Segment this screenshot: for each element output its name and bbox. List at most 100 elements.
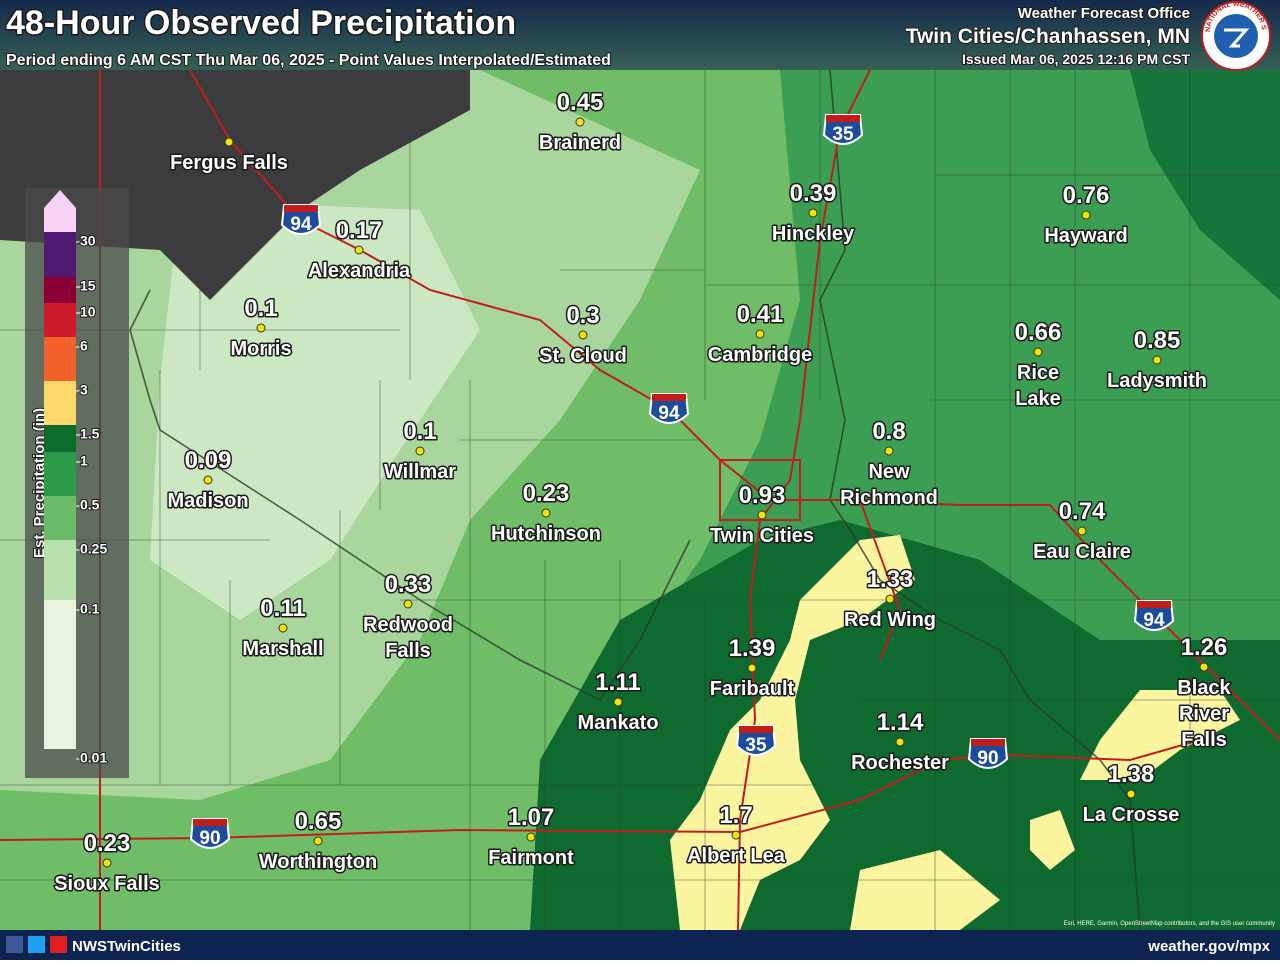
facebook-icon[interactable] [6, 936, 23, 953]
office-name: Twin Cities/Chanhassen, MN [906, 25, 1190, 48]
city-name: Sioux Falls [54, 873, 160, 895]
city-name: Morris [230, 338, 291, 360]
city-name: Fergus Falls [170, 152, 288, 174]
twitter-icon[interactable] [28, 936, 45, 953]
precip-value: 0.65 [295, 808, 342, 835]
precip-value: 0.8 [872, 418, 905, 445]
shield-number: 94 [658, 403, 680, 424]
precip-value: 1.07 [508, 804, 555, 831]
city-dot [256, 323, 266, 333]
website[interactable]: weather.gov/mpx [1147, 938, 1270, 955]
city-name: St. Cloud [539, 345, 627, 367]
precip-value: 0.1 [244, 295, 277, 322]
shield-top [739, 726, 773, 733]
shield-number: 90 [199, 828, 220, 849]
city-name: Red Wing [844, 609, 936, 631]
city-name: Alexandria [308, 260, 411, 282]
city-name: Twin Cities [710, 525, 814, 547]
legend-tick-label: 10 [80, 304, 96, 320]
precip-value: 0.74 [1059, 498, 1106, 525]
legend-tick-label: 30 [80, 233, 96, 249]
precip-value: 0.39 [790, 180, 837, 207]
county-lines [0, 69, 1280, 931]
legend-band [44, 540, 76, 600]
legend-tick-label: 15 [80, 278, 96, 294]
precip-value: 0.76 [1063, 182, 1110, 209]
legend-band [44, 277, 76, 303]
shield-top [1137, 601, 1171, 608]
city-dot [203, 475, 213, 485]
legend-band [44, 303, 76, 337]
shield-number: 35 [832, 124, 854, 145]
city-name: Black River Falls [1177, 677, 1231, 751]
city-dot [747, 663, 757, 673]
legend-tick-label: 1 [80, 453, 88, 469]
shield [280, 204, 322, 235]
roads [0, 69, 1280, 931]
precip-value: 0.23 [84, 830, 131, 857]
shield-top [652, 394, 686, 401]
city-name: Hutchinson [491, 523, 601, 545]
social-handle[interactable]: NWSTwinCities [72, 938, 181, 955]
legend-tick-label: 6 [80, 338, 88, 354]
legend-band [44, 232, 76, 277]
city-dot [885, 594, 895, 604]
city-name: Madison [167, 490, 248, 512]
issued-time: Issued Mar 06, 2025 12:16 PM CST [962, 51, 1190, 67]
precip-value: 0.45 [557, 89, 604, 116]
city-dot [224, 137, 234, 147]
precip-value: 1.38 [1108, 761, 1155, 788]
legend-tick-label: 0.1 [80, 601, 100, 617]
header-band [0, 0, 1280, 70]
city-dot [526, 832, 536, 842]
precip-value: 1.14 [877, 709, 924, 736]
city-dot [102, 858, 112, 868]
precip-field [0, 0, 1280, 930]
legend-tick-label: 0.01 [80, 750, 107, 766]
shield-number: 90 [977, 748, 998, 769]
city-dot [808, 208, 818, 218]
city-dot [613, 697, 623, 707]
precip-value: 1.11 [595, 669, 640, 696]
legend-band [44, 381, 76, 425]
city-dot [757, 510, 767, 520]
city-name: New Richmond [840, 461, 938, 509]
city-dot [1077, 526, 1087, 536]
city-labels: Fergus Falls 0.45 Brainerd 0.39 Hinckley 0.76… [53, 88, 1233, 897]
city-name: Fairmont [488, 847, 574, 869]
legend-band [44, 337, 76, 381]
shield [648, 393, 690, 424]
legend-band [44, 496, 76, 540]
city-name: La Crosse [1083, 804, 1180, 826]
precip-value: 0.85 [1134, 327, 1181, 354]
precip-value: 1.26 [1181, 634, 1228, 661]
precip-value: 0.93 [739, 482, 786, 509]
city-dot [541, 508, 551, 518]
city-dot [1033, 347, 1043, 357]
shield [735, 725, 777, 756]
legend-tick-label: 1.5 [80, 426, 100, 442]
city-dot [1081, 210, 1091, 220]
precip-value: 0.66 [1015, 319, 1062, 346]
city-dot [1152, 355, 1162, 365]
precip-value: 1.7 [719, 802, 752, 829]
title: 48-Hour Observed Precipitation [6, 4, 516, 42]
city-dot [731, 830, 741, 840]
city-name: Worthington [259, 851, 377, 873]
youtube-icon[interactable] [50, 936, 67, 953]
precip-value: 0.11 [260, 595, 305, 622]
city-dot [313, 836, 323, 846]
precip-value: 0.33 [385, 571, 432, 598]
city-name: Cambridge [708, 344, 812, 366]
legend-band [44, 425, 76, 452]
shield-number: 94 [290, 214, 312, 235]
legend-band [44, 452, 76, 496]
city-dot [415, 446, 425, 456]
legend-tick-label: 3 [80, 382, 88, 398]
city-dot [884, 446, 894, 456]
city-dot [1199, 662, 1209, 672]
precip-value: 0.17 [336, 217, 383, 244]
city-dot [755, 329, 765, 339]
footer-bar [0, 930, 1280, 960]
